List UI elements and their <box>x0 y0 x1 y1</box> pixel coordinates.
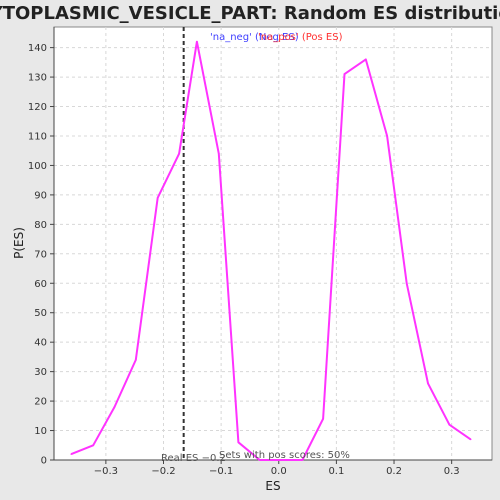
x-tick-label: 0.0 <box>271 466 287 477</box>
es-distribution-line <box>70 40 472 461</box>
x-axis-label: ES <box>265 479 280 493</box>
x-tick-label: −0.2 <box>151 466 175 477</box>
y-tick-label: 120 <box>28 102 47 113</box>
pos-scores-annotation: Sets with pos scores: 50% <box>219 450 350 461</box>
y-tick-label: 80 <box>34 220 47 231</box>
legend-neg-label: 'na_neg' (Neg ES) <box>210 32 299 43</box>
real-es-label: Real ES −0.2 <box>161 453 226 464</box>
data-point <box>92 444 94 447</box>
y-tick-label: 20 <box>34 397 47 408</box>
data-point <box>237 441 240 444</box>
data-point <box>301 459 304 461</box>
data-point <box>218 152 220 155</box>
chart-title: CYTOPLASMIC_VESICLE_PART: Random ES dist… <box>0 3 500 24</box>
y-tick-label: 130 <box>28 73 47 84</box>
y-tick-label: 40 <box>34 338 47 349</box>
data-point <box>364 58 367 61</box>
y-axis-label: P(ES) <box>12 227 26 259</box>
data-point <box>196 40 198 43</box>
data-point <box>448 423 451 426</box>
y-tick-label: 10 <box>34 426 47 437</box>
data-point <box>70 453 73 455</box>
y-tick-label: 0 <box>41 456 47 467</box>
data-point <box>322 417 324 420</box>
x-tick-label: 0.2 <box>386 466 402 477</box>
plot-background <box>53 26 493 461</box>
data-point <box>405 282 408 285</box>
plot-area: 0 10 20 30 40 50 60 70 80 90 100 110 120 130 140 −0.3 −0… <box>28 26 493 477</box>
data-point <box>343 73 346 75</box>
y-tick-label: 50 <box>34 308 47 319</box>
y-tick-label: 70 <box>34 249 47 260</box>
x-tick-label: −0.3 <box>94 466 118 477</box>
data-point <box>280 459 282 461</box>
x-tick-label: 0.1 <box>328 466 344 477</box>
y-tick-label: 90 <box>34 190 47 201</box>
data-point <box>135 359 137 361</box>
y-tick-label: 140 <box>28 43 47 54</box>
y-tick-label: 110 <box>28 131 47 142</box>
data-point <box>156 197 159 199</box>
data-point <box>113 406 116 408</box>
y-tick-label: 30 <box>34 367 47 378</box>
x-tick-label: −0.1 <box>209 466 233 477</box>
data-point <box>178 152 180 155</box>
data-point <box>469 438 472 441</box>
x-tick-label: 0.3 <box>444 466 460 477</box>
legend-pos-label: 'na_pos' (Pos ES) <box>258 32 343 43</box>
data-point <box>427 382 429 385</box>
data-point <box>386 135 388 137</box>
y-tick-label: 60 <box>34 279 47 290</box>
y-tick-label: 100 <box>28 161 47 172</box>
data-point <box>258 459 261 461</box>
